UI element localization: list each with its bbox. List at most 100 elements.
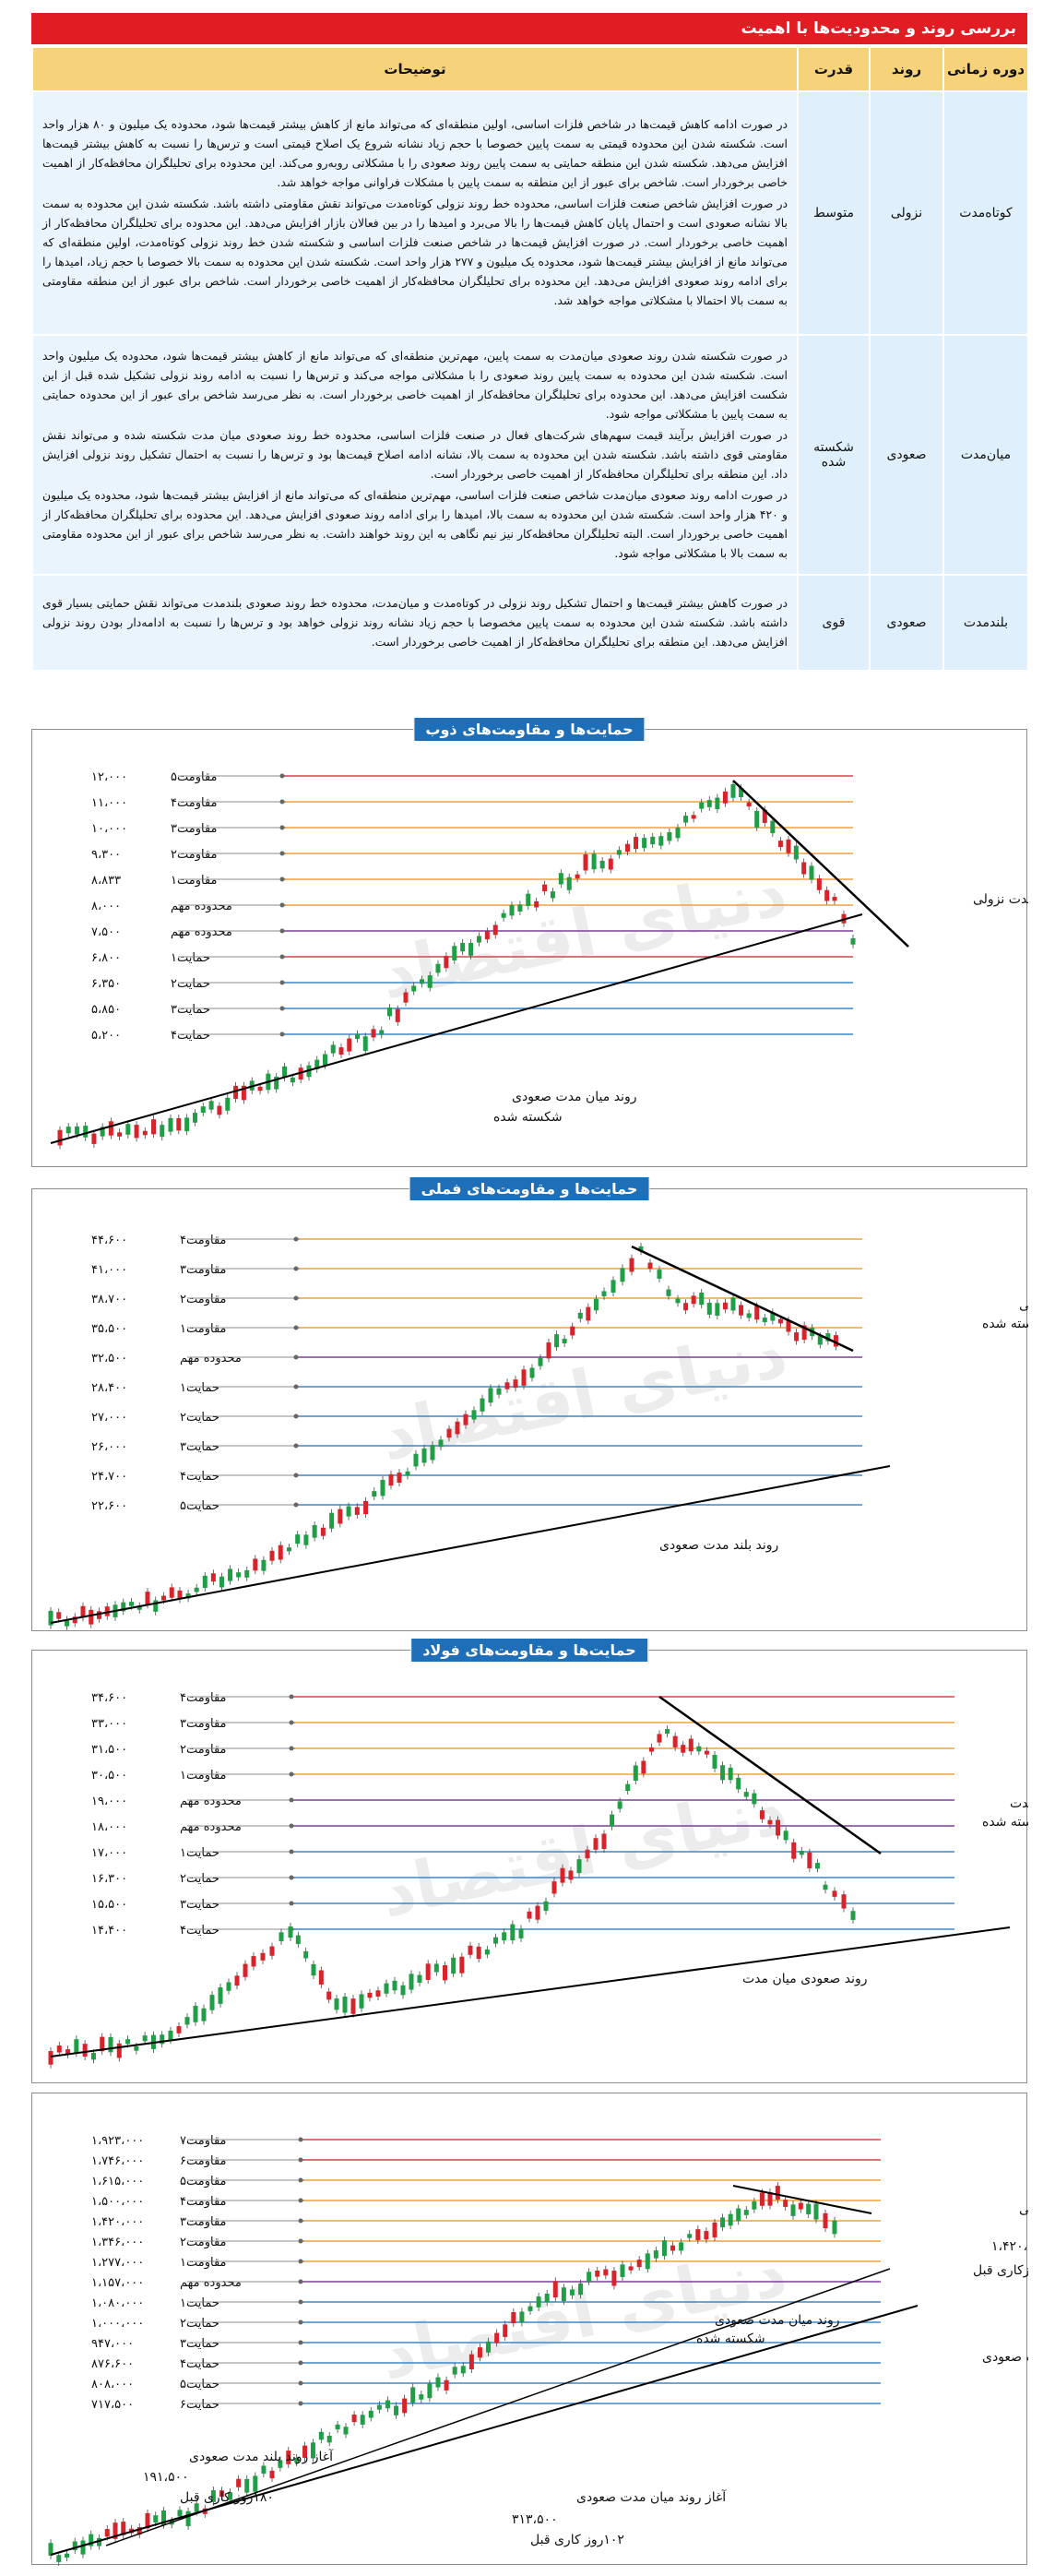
candle-body xyxy=(379,1030,385,1035)
watermark-text: دنیای اقتصاد xyxy=(373,1314,793,1475)
candle-body xyxy=(695,2229,701,2241)
leader-dot xyxy=(293,1236,299,1242)
candle-body xyxy=(570,1326,575,1336)
candle-body xyxy=(100,2036,105,2052)
chart-panel-index: دنیای اقتصاد ۱،۹۲۳،۰۰۰ مقاومت۷ ۱،۷۴۶،۰۰۰ مقا… xyxy=(31,2093,1028,2566)
leader-dot xyxy=(279,902,285,908)
candle-body xyxy=(151,1119,157,1135)
candle-body xyxy=(754,810,760,828)
candle-body xyxy=(786,839,791,853)
leader-dot xyxy=(279,851,285,856)
annotation-text: روند کوتاه مدت نزولی xyxy=(1019,1298,1028,1313)
candle-body xyxy=(460,2366,466,2374)
candle-body xyxy=(129,1602,134,1606)
candle-body xyxy=(217,1105,222,1115)
row-period: کوتاه‌مدت xyxy=(942,90,1029,336)
candle-body xyxy=(274,1077,279,1090)
level-label: مقاومت۴ xyxy=(171,796,218,810)
candle-body xyxy=(314,1059,320,1069)
candle-body xyxy=(833,1335,838,1347)
leader-dot xyxy=(279,928,285,934)
description-paragraph: در صورت کاهش بیشتر قیمت‌ها و احتمال تشکی… xyxy=(42,595,788,649)
candle-body xyxy=(295,1534,301,1544)
level-value: ۳۱،۵۰۰ xyxy=(91,1743,127,1757)
candle-body xyxy=(362,1036,368,1052)
candle-body xyxy=(699,802,705,809)
candle-body xyxy=(601,1833,607,1850)
candle-body xyxy=(562,1339,567,1343)
candle-body xyxy=(303,1534,309,1545)
leader-dot xyxy=(293,1354,299,1360)
candle-body xyxy=(786,1320,791,1332)
candle-body xyxy=(261,2465,267,2475)
candle-body xyxy=(444,2379,449,2391)
candle-body xyxy=(777,841,783,848)
leader-dot xyxy=(298,2340,303,2345)
candle-body xyxy=(593,1298,599,1311)
candle-body xyxy=(161,2510,166,2525)
row-trend: صعودی xyxy=(869,574,944,672)
candle-body xyxy=(452,946,457,960)
candle-body xyxy=(411,985,417,992)
candle-body xyxy=(430,1445,435,1461)
level-value: ۶،۸۰۰ xyxy=(91,951,121,965)
level-label: مقاومت۲ xyxy=(180,2236,227,2249)
level-value: ۱،۷۴۶،۰۰۰ xyxy=(91,2154,144,2168)
candle-body xyxy=(624,843,630,853)
leader-dot xyxy=(293,1413,299,1419)
trend-line xyxy=(50,2305,919,2556)
candle-body xyxy=(468,943,474,956)
level-label: مقاومت۱ xyxy=(171,874,218,888)
candle-body xyxy=(278,2460,283,2468)
level-label: حمایت۱ xyxy=(180,1381,219,1395)
row-strength: قوی xyxy=(797,574,871,672)
candle-body xyxy=(647,1262,653,1269)
candle-body xyxy=(176,2026,182,2033)
level-value: ۵،۸۵۰ xyxy=(91,1003,121,1017)
candle-body xyxy=(375,1990,381,1998)
candle-body xyxy=(80,1605,86,1618)
annotation-text: ۳۱۳،۵۰۰ xyxy=(512,2512,558,2527)
candle-body xyxy=(496,1388,502,1395)
annotation-text: شکسته شده xyxy=(982,1815,1028,1830)
leader-dot xyxy=(289,1746,294,1751)
row-description: در صورت کاهش بیشتر قیمت‌ها و احتمال تشکی… xyxy=(31,574,799,672)
description-paragraph: در صورت ادامه کاهش قیمت‌ها در شاخص فلزات… xyxy=(42,117,788,189)
level-label: حمایت۲ xyxy=(171,977,210,991)
candle-body xyxy=(850,1911,856,1920)
candle-body xyxy=(529,1367,535,1378)
candle-body xyxy=(576,1859,582,1874)
candle-body xyxy=(586,1306,591,1321)
level-label: حمایت۴ xyxy=(180,2357,219,2371)
candle-body xyxy=(675,1298,681,1304)
candle-body xyxy=(136,1605,142,1610)
candle-body xyxy=(492,924,498,936)
candle-body xyxy=(683,816,689,823)
candle-body xyxy=(338,1509,343,1524)
candle-body xyxy=(510,1924,516,1941)
candle-body xyxy=(219,2490,224,2498)
candle-body xyxy=(192,1113,197,1123)
candle-body xyxy=(318,2431,324,2440)
candle-body xyxy=(585,1849,590,1859)
candle-body xyxy=(294,2457,300,2463)
candle-body xyxy=(459,1956,465,1974)
candle-body xyxy=(823,2212,828,2229)
candle-body xyxy=(578,2283,584,2296)
candle-body xyxy=(546,1342,551,1359)
candle-body xyxy=(720,2217,726,2228)
leader-dot xyxy=(289,1901,294,1906)
level-value: ۱،۲۷۷،۰۰۰ xyxy=(91,2256,144,2270)
annotation-text: شکسته شده xyxy=(696,2332,765,2346)
candle-body xyxy=(74,1126,79,1135)
annotation-text: ۲۳روزکاری قبل xyxy=(973,2263,1028,2278)
level-label: حمایت۵ xyxy=(180,1499,219,1513)
candle-body xyxy=(687,2234,693,2238)
candle-body xyxy=(104,2529,110,2537)
row-description: در صورت شکسته شدن روند صعودی میان‌مدت به… xyxy=(31,334,799,576)
candle-body xyxy=(330,1044,336,1054)
level-label: حمایت۲ xyxy=(180,2317,219,2331)
level-value: ۸،۰۰۰ xyxy=(91,900,121,913)
candle-body xyxy=(261,1559,267,1571)
